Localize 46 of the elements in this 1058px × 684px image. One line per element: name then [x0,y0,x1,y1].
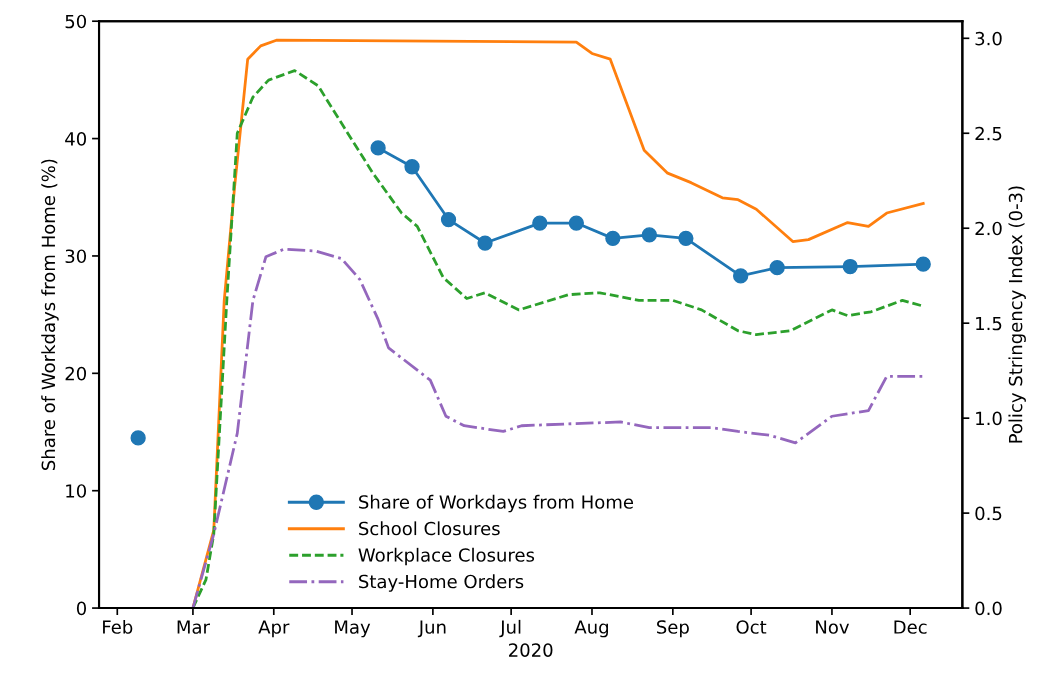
point [532,215,548,231]
point [605,230,621,246]
y-axis-title: Share of Workdays from Home (%) [41,159,59,470]
y-tick-label: 50 [65,14,87,29]
x-tick-label: Jul [499,619,521,638]
legend-label: Workplace Closures [358,547,535,566]
y-tick-label: 20 [65,366,87,381]
point [842,258,858,275]
legend-label: School Closures [359,521,500,536]
y2-tick-label: 0.0 [975,601,1002,616]
point [404,159,420,175]
y2-tick-label: 1.5 [976,316,1002,331]
point [440,211,457,228]
y-tick-label: 40 [65,132,87,146]
y2-tick-label: 2.0 [975,221,1002,236]
x-tick-label: Apr [258,620,290,638]
x-tick-label: Sep [657,620,689,638]
point [477,235,493,251]
point [915,256,931,272]
line-series [191,247,925,609]
y2-tick-label: 1.0 [976,411,1002,426]
x-tick-label: Oct [736,620,767,634]
x-axis-title: 2020 [509,643,553,657]
y2-tick-label: 0.5 [975,506,1002,521]
legend-label: Share of Workdays from Home [359,494,634,513]
y2-tick-label: 3.0 [975,31,1002,46]
y-tick-label: 0 [76,601,87,616]
point [370,140,386,156]
x-tick-label: May [335,620,371,638]
point [641,227,658,243]
y-tick-label: 10 [66,484,87,498]
point [733,268,749,284]
point [769,260,785,276]
point [568,215,584,231]
x-tick-label: Jun [417,620,446,638]
x-tick-label: Feb [103,619,133,634]
y2-axis-title: Policy Stringency Index (0-3) [1008,186,1026,443]
x-tick-label: Aug [574,620,608,638]
x-tick-label: Dec [894,620,927,634]
x-tick-label: Mar [177,620,210,634]
y2-tick-label: 2.5 [975,126,1002,141]
y-tick-label: 30 [65,249,87,264]
point [678,230,694,246]
point [130,430,146,446]
legend-label: Stay-Home Orders [359,574,524,592]
x-tick-label: Nov [816,620,850,634]
